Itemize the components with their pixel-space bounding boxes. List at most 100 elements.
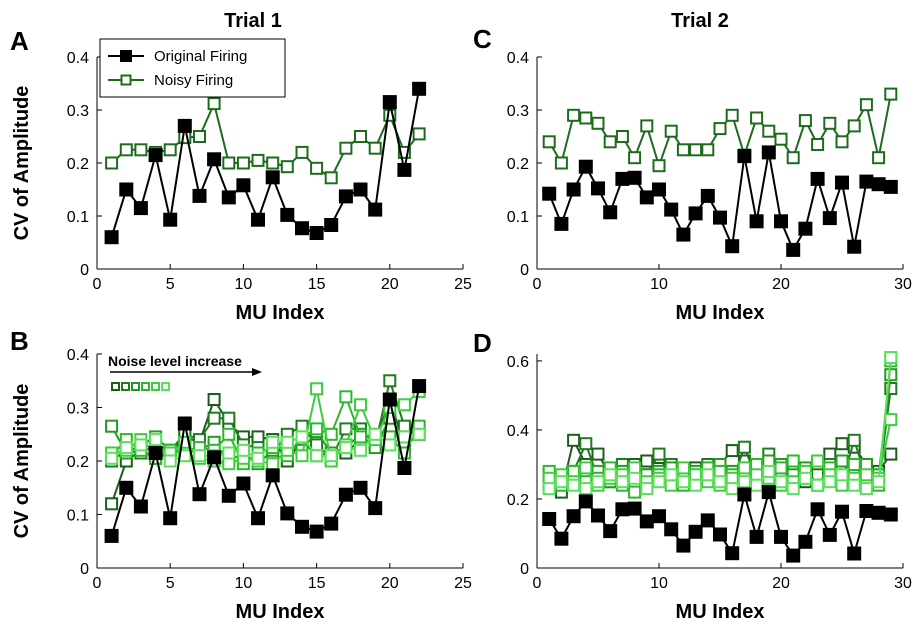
data-point xyxy=(397,446,411,460)
panel-title: Trial 1 xyxy=(224,10,282,32)
x-tick-label: 20 xyxy=(381,276,399,293)
annotation-arrow-head xyxy=(252,368,262,376)
legend: Original Firing Noisy Firing xyxy=(99,38,286,98)
data-point xyxy=(412,127,426,141)
data-point xyxy=(847,119,861,133)
annotation-marker xyxy=(111,382,120,391)
x-tick-label: 0 xyxy=(533,276,542,293)
data-point xyxy=(603,205,618,220)
data-point xyxy=(884,351,898,364)
data-point xyxy=(354,130,367,143)
data-point xyxy=(567,478,581,492)
data-point xyxy=(368,501,383,516)
data-point xyxy=(774,132,788,146)
series-line xyxy=(548,152,892,253)
y-tick-label: 0.6 xyxy=(507,354,529,371)
data-point xyxy=(811,454,825,468)
data-point xyxy=(615,130,629,143)
data-point xyxy=(324,171,338,185)
panel-c: 0 10 20 30 0 0.1 0.2 0.3 0.4 MU Index C Trial 2 xyxy=(473,10,912,324)
data-point xyxy=(579,111,593,125)
data-point xyxy=(265,468,280,483)
x-tick-label: 10 xyxy=(650,575,668,592)
legend-box xyxy=(99,38,286,98)
data-point xyxy=(266,156,280,170)
series-0 xyxy=(542,145,898,257)
data-point xyxy=(713,210,727,225)
data-point xyxy=(149,433,163,447)
data-point xyxy=(835,454,849,468)
data-point xyxy=(579,437,593,451)
data-point xyxy=(786,548,801,563)
legend-swatch-marker xyxy=(120,50,132,62)
data-point xyxy=(368,427,382,441)
data-point xyxy=(383,438,397,452)
data-point xyxy=(603,135,617,149)
data-point xyxy=(280,160,294,174)
x-axis-label: MU Index xyxy=(676,302,765,324)
data-point xyxy=(847,458,861,471)
noise-annotation: Noise level increase xyxy=(108,353,262,391)
data-point xyxy=(383,108,397,122)
data-point xyxy=(163,212,178,227)
data-point xyxy=(761,145,776,160)
data-point xyxy=(810,502,825,517)
data-point xyxy=(884,87,898,101)
data-point xyxy=(700,188,715,203)
data-point xyxy=(309,226,324,240)
x-tick-label: 25 xyxy=(454,575,472,592)
data-point xyxy=(652,182,666,197)
series-6 xyxy=(542,351,898,496)
data-point xyxy=(811,138,825,151)
y-tick-label: 0 xyxy=(80,262,89,279)
data-point xyxy=(280,506,295,521)
data-point xyxy=(397,419,411,433)
data-point xyxy=(591,508,605,523)
x-tick-label: 30 xyxy=(894,575,912,592)
data-point xyxy=(295,145,309,159)
data-point xyxy=(664,202,679,217)
data-point xyxy=(859,504,874,518)
data-point xyxy=(689,143,703,157)
data-point xyxy=(207,152,222,167)
data-point xyxy=(786,242,801,257)
data-point xyxy=(628,471,642,485)
legend-entry: Original Firing xyxy=(108,48,247,65)
data-point xyxy=(750,111,764,125)
data-point xyxy=(615,475,629,489)
data-point xyxy=(883,179,898,194)
series-1 xyxy=(542,87,898,173)
data-point xyxy=(774,529,788,544)
y-tick-label: 0.2 xyxy=(507,492,529,509)
y-tick-label: 0 xyxy=(80,561,89,578)
data-point xyxy=(177,118,192,133)
data-point xyxy=(750,478,764,492)
data-point xyxy=(835,437,849,451)
data-point xyxy=(566,182,581,197)
data-point xyxy=(822,527,837,542)
data-point xyxy=(353,480,368,495)
data-point xyxy=(412,81,427,96)
data-point xyxy=(324,516,339,531)
data-point xyxy=(750,468,764,482)
data-point xyxy=(105,156,119,170)
data-point xyxy=(119,182,134,197)
data-point xyxy=(676,227,691,242)
y-tick-label: 0.4 xyxy=(67,50,89,67)
data-point xyxy=(615,171,630,186)
series-line xyxy=(110,385,421,537)
data-point xyxy=(310,161,324,175)
data-point xyxy=(222,446,236,460)
y-tick-label: 0.4 xyxy=(507,50,529,67)
data-point xyxy=(554,531,569,546)
data-point xyxy=(251,153,265,167)
data-point xyxy=(749,529,764,544)
x-tick-label: 10 xyxy=(235,575,253,592)
data-point xyxy=(104,528,119,543)
data-point xyxy=(382,95,397,110)
data-point xyxy=(761,485,776,500)
data-point xyxy=(579,482,593,496)
data-point xyxy=(193,449,206,463)
data-point xyxy=(823,447,837,461)
x-axis-label: MU Index xyxy=(236,302,325,324)
